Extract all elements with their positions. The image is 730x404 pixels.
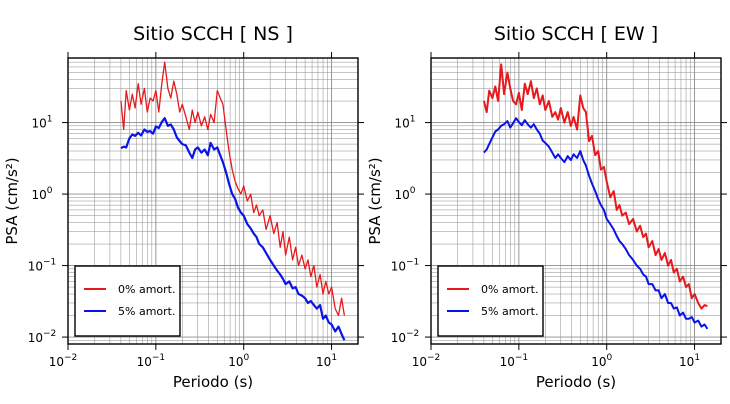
series-line-red	[120, 61, 346, 317]
y-tick-label: 101	[394, 115, 415, 131]
y-tick-exp: −2	[406, 329, 419, 339]
y-tick-base: 10	[31, 188, 46, 202]
plot-frame	[430, 57, 722, 345]
x-tick-base: 10	[500, 355, 515, 369]
y-tick-label: 10−2	[391, 329, 420, 345]
y-tick-exp: 1	[47, 115, 53, 125]
y-tick-label: 101	[31, 115, 52, 131]
series-line-blue	[483, 117, 709, 330]
x-tick-base: 10	[228, 355, 243, 369]
y-tick-base: 10	[391, 331, 406, 345]
y-tick-base: 10	[394, 188, 409, 202]
x-tick-exp: −1	[515, 353, 528, 363]
x-tick-exp: −2	[427, 353, 440, 363]
y-tick-base: 10	[31, 117, 46, 131]
tick-marks	[62, 52, 364, 350]
legend-label: 0% amort.	[481, 283, 538, 296]
legend-label: 5% amort.	[118, 305, 175, 318]
legend-box	[437, 265, 544, 337]
x-tick-exp: −1	[152, 353, 165, 363]
y-tick-exp: 0	[410, 186, 416, 196]
x-tick-exp: 1	[694, 353, 700, 363]
y-axis-label: PSA (cm/s²)	[366, 157, 384, 244]
x-tick-label: 100	[228, 353, 249, 369]
chart-title: Sitio SCCH [ EW ]	[494, 23, 658, 45]
x-tick-label: 100	[591, 353, 612, 369]
x-tick-label: 10−2	[49, 353, 78, 369]
tick-marks	[425, 52, 727, 350]
x-tick-base: 10	[679, 355, 694, 369]
y-tick-exp: 0	[47, 186, 53, 196]
y-tick-base: 10	[391, 260, 406, 274]
x-tick-exp: 1	[331, 353, 337, 363]
y-tick-base: 10	[28, 260, 43, 274]
grid	[67, 57, 359, 345]
x-tick-label: 10−2	[412, 353, 441, 369]
legend-label: 0% amort.	[118, 283, 175, 296]
x-tick-base: 10	[137, 355, 152, 369]
x-tick-exp: 0	[606, 353, 612, 363]
legend: 0% amort. 5% amort.	[437, 265, 544, 337]
x-tick-label: 10−1	[137, 353, 166, 369]
y-tick-exp: −1	[406, 258, 419, 268]
legend-box	[74, 265, 181, 337]
y-tick-base: 10	[28, 331, 43, 345]
x-tick-base: 10	[591, 355, 606, 369]
y-tick-exp: −2	[43, 329, 56, 339]
x-tick-base: 10	[49, 355, 64, 369]
y-tick-exp: −1	[43, 258, 56, 268]
series-line-blue	[120, 117, 346, 341]
legend-label: 5% amort.	[481, 305, 538, 318]
legend: 0% amort. 5% amort.	[74, 265, 181, 337]
x-axis-label: Periodo (s)	[536, 373, 616, 391]
y-tick-label: 10−2	[28, 329, 57, 345]
x-tick-label: 101	[679, 353, 700, 369]
x-tick-exp: 0	[243, 353, 249, 363]
series-line-red	[482, 63, 708, 310]
y-tick-label: 10−1	[391, 258, 420, 274]
x-axis-label: Periodo (s)	[173, 373, 253, 391]
plot-frame	[67, 57, 359, 345]
chart-title: Sitio SCCH [ NS ]	[133, 23, 293, 45]
y-tick-label: 10−1	[28, 258, 57, 274]
y-tick-base: 10	[394, 117, 409, 131]
x-tick-base: 10	[412, 355, 427, 369]
x-tick-label: 101	[316, 353, 337, 369]
y-tick-label: 100	[31, 186, 52, 202]
x-tick-base: 10	[316, 355, 331, 369]
y-tick-exp: 1	[410, 115, 416, 125]
x-tick-exp: −2	[64, 353, 77, 363]
x-tick-label: 10−1	[500, 353, 529, 369]
y-axis-label: PSA (cm/s²)	[3, 157, 21, 244]
y-tick-label: 100	[394, 186, 415, 202]
